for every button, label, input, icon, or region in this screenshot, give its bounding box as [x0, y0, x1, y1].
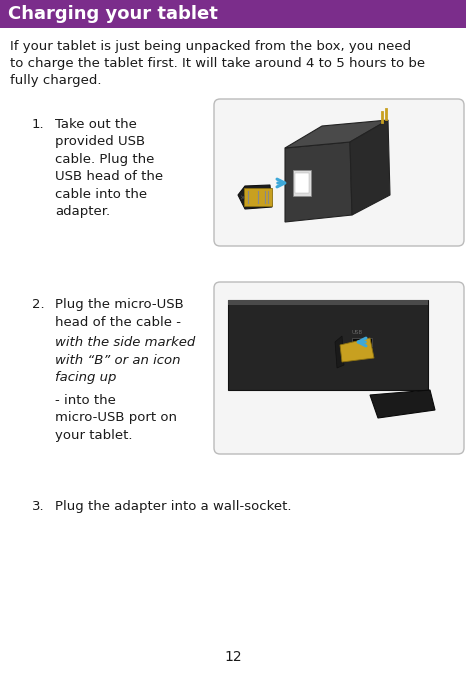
Text: with the side marked
with “B” or an icon
facing up: with the side marked with “B” or an icon… — [55, 336, 195, 385]
Text: 3.: 3. — [32, 500, 45, 513]
Text: 1.: 1. — [32, 118, 45, 131]
Polygon shape — [350, 120, 390, 215]
Polygon shape — [228, 300, 428, 390]
Text: USB: USB — [351, 330, 363, 335]
Bar — [293, 170, 311, 196]
Text: - into the
micro-USB port on
your tablet.: - into the micro-USB port on your tablet… — [55, 393, 177, 441]
FancyBboxPatch shape — [214, 282, 464, 454]
Text: 12: 12 — [224, 650, 242, 664]
Bar — [352, 338, 372, 346]
Bar — [295, 173, 309, 193]
FancyBboxPatch shape — [214, 99, 464, 246]
Text: ✕: ✕ — [239, 195, 245, 201]
Polygon shape — [238, 185, 272, 209]
Text: Take out the
provided USB
cable. Plug the
USB head of the
cable into the
adapter: Take out the provided USB cable. Plug th… — [55, 118, 163, 219]
Polygon shape — [285, 120, 388, 148]
Text: 2.: 2. — [32, 298, 45, 311]
Text: Plug the adapter into a wall-socket.: Plug the adapter into a wall-socket. — [55, 500, 292, 513]
Text: Plug the micro-USB
head of the cable -: Plug the micro-USB head of the cable - — [55, 298, 184, 328]
Polygon shape — [285, 142, 352, 222]
Bar — [0, 0, 466, 28]
Bar — [244, 188, 272, 206]
Text: Charging your tablet: Charging your tablet — [8, 5, 218, 23]
Text: If your tablet is just being unpacked from the box, you need
to charge the table: If your tablet is just being unpacked fr… — [10, 40, 425, 87]
Polygon shape — [228, 300, 428, 305]
Polygon shape — [370, 390, 435, 418]
Polygon shape — [335, 336, 344, 368]
Polygon shape — [340, 338, 374, 362]
